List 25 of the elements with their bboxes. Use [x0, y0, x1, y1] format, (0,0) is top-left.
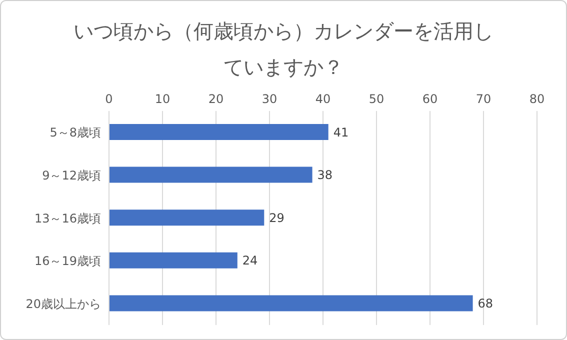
x-tick-label: 30 [262, 92, 278, 106]
bar [109, 252, 238, 268]
data-label: 38 [317, 168, 333, 182]
bar [109, 295, 473, 312]
x-tick-label: 60 [422, 92, 438, 106]
x-tick-label: 50 [368, 92, 384, 106]
x-tick-label: 40 [315, 92, 331, 106]
bar [109, 166, 312, 183]
y-tick-label: 13～16歳頃 [34, 211, 101, 226]
y-tick-label: 5～8歳頃 [50, 126, 101, 140]
data-label: 68 [478, 296, 494, 310]
bar [109, 124, 328, 140]
x-tick-label: 20 [208, 92, 224, 106]
x-tick-label: 80 [529, 92, 545, 106]
y-tick-label: 9～12歳頃 [42, 168, 101, 182]
data-label: 41 [333, 125, 349, 140]
y-tick-label: 20歳以上から [26, 296, 101, 311]
data-label: 24 [242, 254, 258, 268]
y-tick-label: 16～19歳頃 [34, 254, 101, 268]
bar [109, 210, 264, 226]
x-tick-label: 70 [476, 92, 492, 106]
x-tick-label: 0 [105, 92, 113, 106]
data-label: 29 [269, 210, 284, 225]
x-tick-label: 10 [154, 92, 170, 106]
chart-title: いつ頃から（何歳頃から）カレンダーを活用していますか？ [72, 18, 494, 81]
